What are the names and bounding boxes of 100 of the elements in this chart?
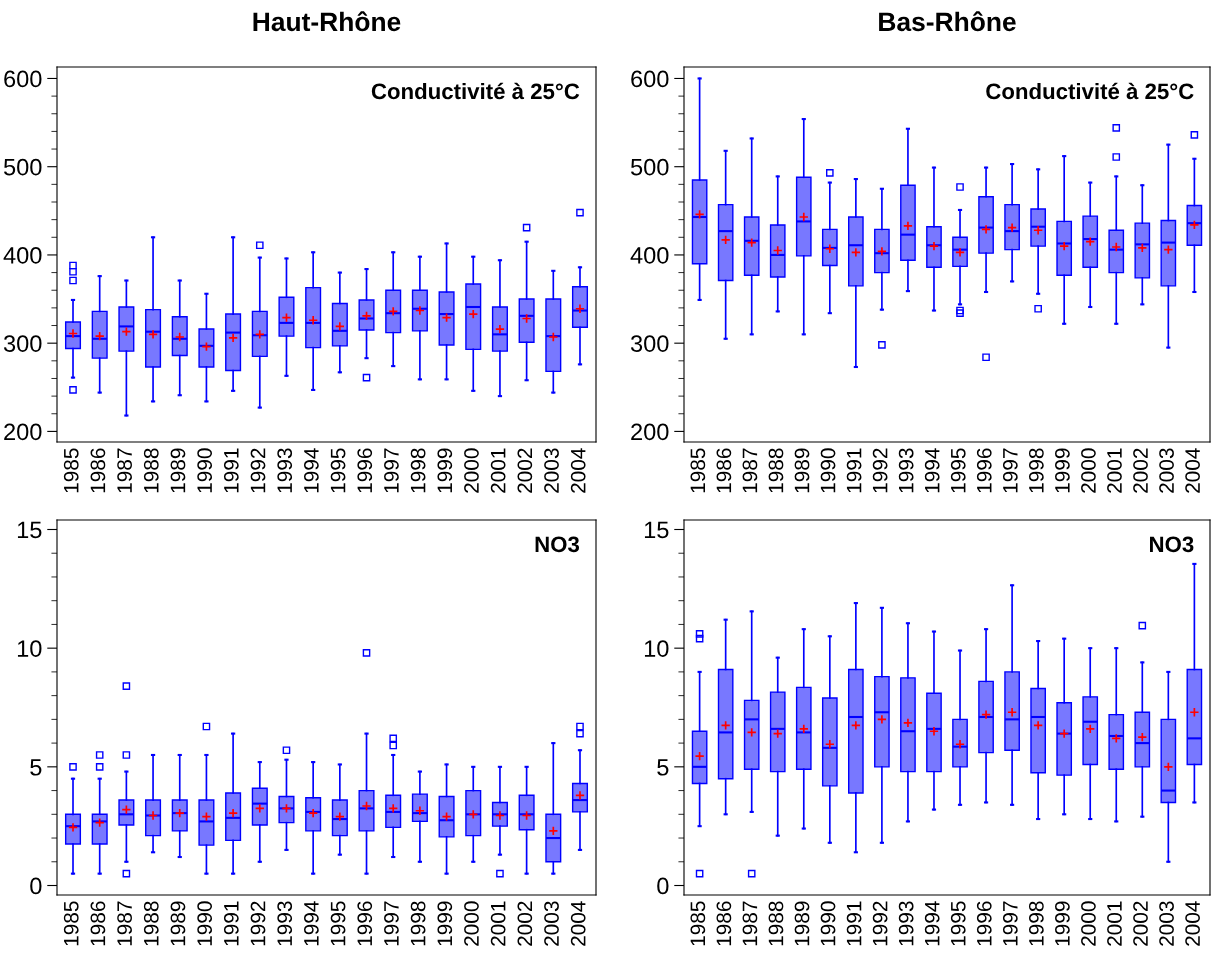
chart-title: Haut-Rhône — [253, 11, 401, 32]
x-tick-label: 2000 — [1081, 901, 1096, 946]
x-tick-label: 1995 — [330, 901, 346, 946]
x-tick-label: 2003 — [1159, 448, 1174, 493]
x-tick-label: 1989 — [170, 901, 186, 946]
x-tick-label: 1994 — [304, 448, 319, 493]
x-tick-label: 1995 — [950, 448, 966, 493]
x-tick-label: 1991 — [846, 901, 862, 946]
y-tick-label: 500 — [3, 158, 42, 176]
x-tick-label: 2004 — [570, 448, 586, 493]
y-tick-label: 10 — [644, 640, 669, 657]
x-tick-label: 2000 — [464, 448, 479, 493]
x-tick-label: 1988 — [143, 448, 159, 493]
x-tick-label: 2002 — [1133, 448, 1148, 493]
x-tick-label: 1992 — [250, 901, 266, 946]
x-tick-label: 1987 — [117, 448, 132, 493]
x-tick-label: 1995 — [950, 901, 966, 946]
x-tick-label: 1993 — [277, 448, 293, 493]
x-tick-label: 1991 — [846, 448, 862, 493]
y-tick-label: 15 — [644, 521, 669, 539]
x-tick-label: 1992 — [250, 448, 266, 493]
x-tick-label: 2003 — [544, 901, 559, 946]
x-tick-label: 1996 — [976, 448, 992, 493]
x-tick-label: 1998 — [1028, 901, 1044, 946]
x-tick-label: 1988 — [768, 448, 784, 493]
x-tick-label: 1997 — [384, 448, 399, 493]
x-tick-label: 1997 — [384, 901, 399, 946]
y-tick-label: 15 — [17, 521, 42, 539]
x-tick-label: 1991 — [223, 901, 239, 946]
x-tick-label: 1993 — [898, 901, 914, 946]
y-tick-label: 200 — [4, 423, 42, 441]
y-tick-label: 10 — [17, 640, 42, 657]
x-tick-label: 1994 — [304, 901, 319, 946]
x-tick-label: 2000 — [1081, 448, 1096, 493]
x-tick-label: 1986 — [90, 448, 106, 493]
x-tick-label: 1986 — [716, 901, 732, 946]
x-tick-label: 1990 — [197, 448, 213, 493]
x-tick-label: 1996 — [976, 901, 992, 946]
x-tick-label: 1990 — [820, 448, 836, 493]
x-tick-label: 1998 — [1028, 448, 1044, 493]
x-tick-label: 2002 — [1133, 901, 1148, 946]
y-tick-label: 0 — [30, 877, 42, 895]
y-tick-label: 200 — [631, 423, 669, 441]
x-tick-label: 1996 — [357, 448, 373, 493]
x-tick-label: 2004 — [1185, 901, 1200, 946]
x-tick-label: 1998 — [410, 448, 426, 493]
x-tick-label: 2001 — [1107, 448, 1122, 493]
annotation: Conductivité à 25°C — [986, 82, 1194, 100]
y-tick-label: 500 — [630, 158, 669, 176]
x-tick-label: 1999 — [437, 448, 453, 493]
x-tick-label: 1995 — [330, 448, 346, 493]
x-tick-label: 1985 — [63, 448, 79, 493]
x-tick-label: 1987 — [742, 448, 758, 493]
y-tick-label: 5 — [30, 759, 42, 776]
annotation: Conductivité à 25°C — [371, 82, 580, 100]
x-tick-label: 2001 — [490, 448, 506, 493]
x-tick-label: 1992 — [872, 448, 888, 493]
x-tick-label: 2001 — [490, 901, 506, 946]
x-tick-label: 1986 — [90, 901, 106, 946]
x-tick-label: 1985 — [63, 901, 79, 946]
x-tick-label: 1992 — [872, 901, 888, 946]
y-tick-label: 400 — [3, 247, 42, 264]
x-tick-label: 1999 — [1055, 901, 1070, 946]
x-tick-label: 2001 — [1107, 901, 1122, 946]
annotation: NO3 — [535, 536, 580, 553]
x-tick-label: 1988 — [143, 901, 159, 946]
x-tick-label: 1986 — [716, 448, 732, 493]
x-tick-label: 1985 — [690, 901, 706, 946]
x-tick-label: 1993 — [898, 448, 914, 493]
y-tick-label: 300 — [3, 335, 42, 352]
x-tick-label: 2000 — [464, 901, 479, 946]
x-tick-label: 1989 — [794, 901, 810, 946]
y-tick-label: 600 — [4, 70, 42, 88]
chart-title: Bas-Rhône — [879, 11, 1016, 32]
y-tick-label: 400 — [630, 247, 669, 264]
x-tick-label: 1994 — [924, 901, 940, 946]
y-tick-label: 5 — [657, 759, 669, 776]
x-tick-label: 2003 — [1159, 901, 1174, 946]
x-tick-label: 1990 — [197, 901, 213, 946]
x-tick-label: 1998 — [410, 901, 426, 946]
x-tick-label: 2002 — [517, 448, 533, 493]
y-tick-label: 300 — [630, 335, 669, 352]
x-tick-label: 1989 — [170, 448, 186, 493]
x-tick-label: 1997 — [1002, 901, 1018, 946]
y-tick-label: 0 — [657, 877, 669, 895]
x-tick-label: 1991 — [223, 448, 239, 493]
x-tick-label: 1987 — [742, 901, 758, 946]
y-tick-label: 600 — [631, 70, 669, 88]
x-tick-label: 1994 — [924, 448, 940, 493]
x-tick-label: 1993 — [277, 901, 293, 946]
x-tick-label: 1990 — [820, 901, 836, 946]
x-tick-label: 1999 — [437, 901, 453, 946]
x-tick-label: 1996 — [357, 901, 373, 946]
x-tick-label: 2004 — [570, 901, 586, 946]
x-tick-label: 2002 — [517, 901, 533, 946]
x-tick-label: 1987 — [117, 901, 132, 946]
x-tick-label: 1989 — [794, 448, 810, 493]
x-tick-label: 1988 — [768, 901, 784, 946]
annotation: NO3 — [1150, 536, 1194, 553]
x-tick-label: 1997 — [1002, 448, 1018, 493]
